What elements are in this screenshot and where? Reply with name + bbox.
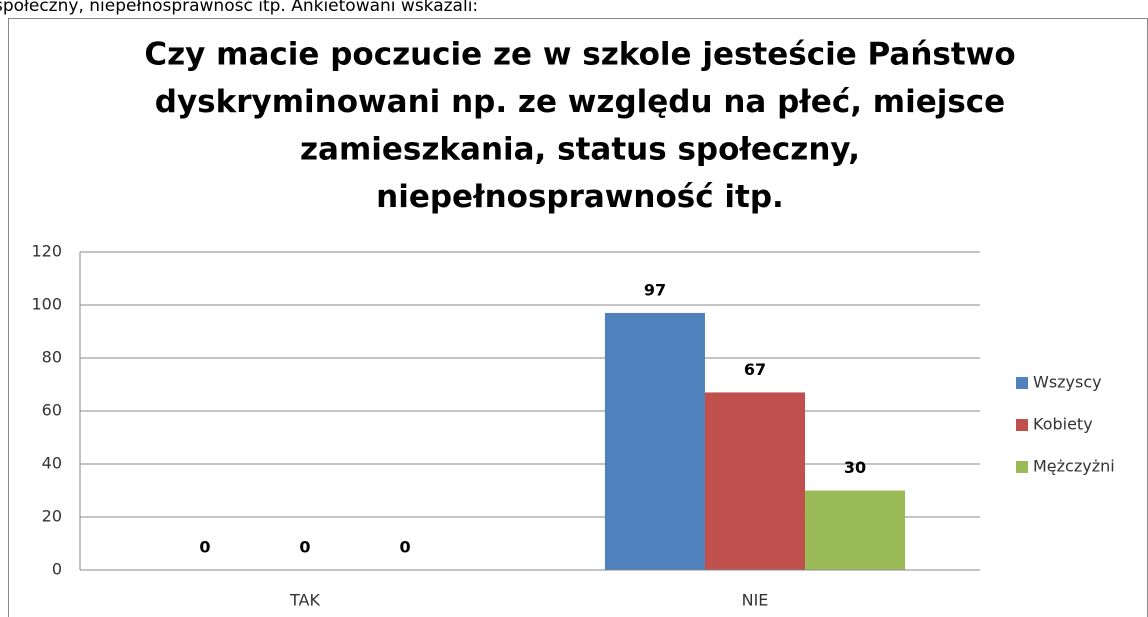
- legend-label: Wszyscy: [1033, 373, 1102, 392]
- y-tick-label: 100: [31, 295, 62, 314]
- x-tick-label: NIE: [742, 591, 769, 610]
- y-tick-label: 80: [42, 348, 62, 367]
- legend-swatch: [1016, 419, 1028, 431]
- header-text: społeczny, niepełnosprawność itp. Ankiet…: [0, 0, 478, 16]
- legend-label: Kobiety: [1033, 415, 1093, 434]
- data-label: 0: [299, 538, 310, 557]
- data-label: 97: [644, 280, 666, 299]
- y-tick-label: 20: [42, 507, 62, 526]
- legend-swatch: [1016, 461, 1028, 473]
- data-label: 30: [844, 458, 866, 477]
- legend-swatch: [1016, 377, 1028, 389]
- y-tick-label: 0: [52, 560, 62, 579]
- chart-title: Czy macie poczucie ze w szkole jesteście…: [144, 37, 1015, 73]
- x-tick-label: TAK: [289, 591, 320, 610]
- data-label: 67: [744, 360, 766, 379]
- chart-title: niepełnosprawność itp.: [376, 179, 784, 215]
- y-tick-label: 60: [42, 401, 62, 420]
- chart-title: dyskryminowani np. ze względu na płeć, m…: [155, 84, 1005, 120]
- bar: [704, 392, 806, 570]
- bar: [604, 312, 705, 570]
- y-tick-label: 40: [42, 454, 62, 473]
- data-label: 0: [199, 538, 210, 557]
- data-label: 0: [399, 538, 410, 557]
- y-tick-label: 120: [31, 242, 62, 261]
- legend-label: Mężczyżni: [1033, 457, 1115, 476]
- chart-title: zamieszkania, status społeczny,: [300, 132, 860, 168]
- bar: [805, 490, 906, 570]
